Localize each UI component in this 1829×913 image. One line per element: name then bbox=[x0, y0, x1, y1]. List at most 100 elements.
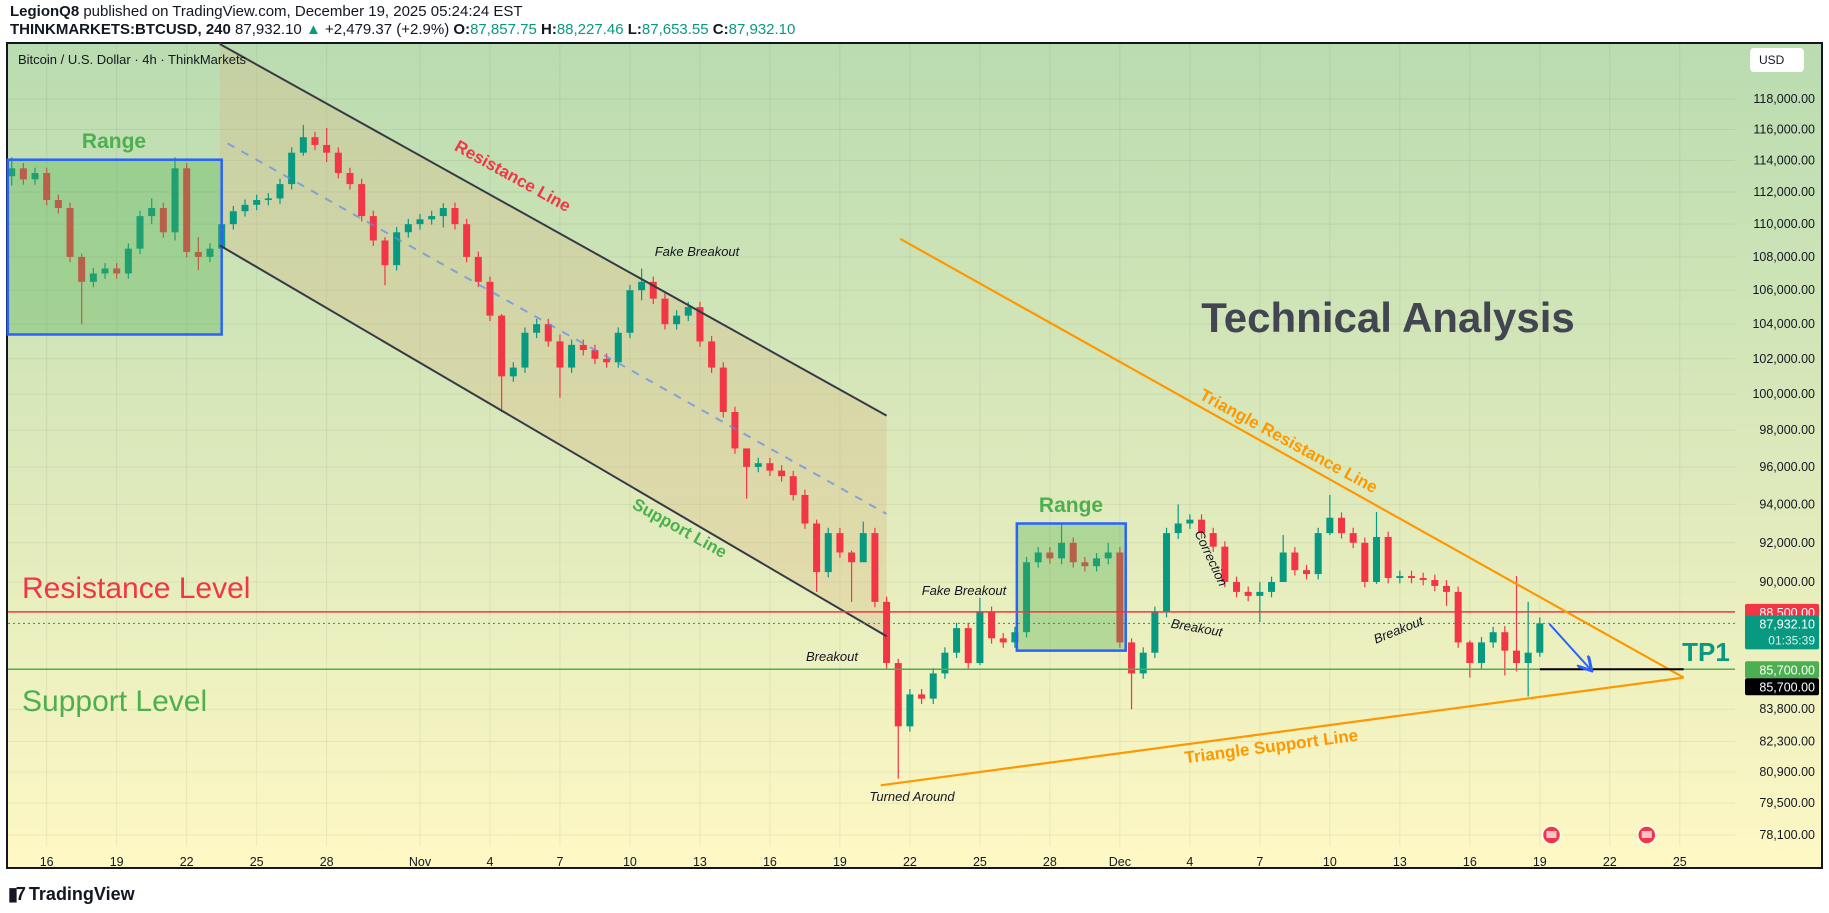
candle-body bbox=[1069, 542, 1077, 563]
annotation-resistance-level: Resistance Level bbox=[22, 572, 250, 605]
drawings[interactable] bbox=[6, 43, 1735, 787]
candle bbox=[276, 178, 284, 204]
range-box[interactable] bbox=[6, 158, 223, 336]
candle-body bbox=[1338, 517, 1346, 534]
candle-body bbox=[311, 137, 319, 145]
candle-body bbox=[474, 256, 482, 282]
candle-body bbox=[509, 367, 517, 377]
publish-info: LegionQ8 published on TradingView.com, D… bbox=[10, 3, 523, 20]
open-value: 87,857.75 bbox=[470, 21, 537, 38]
annotation-technical-analysis: Technical Analysis bbox=[1201, 294, 1575, 341]
candle bbox=[241, 199, 249, 217]
candle-body bbox=[136, 216, 144, 249]
candle-body bbox=[1477, 642, 1485, 664]
channel-upper-line[interactable] bbox=[219, 43, 888, 417]
candle bbox=[544, 318, 552, 347]
candle bbox=[568, 339, 576, 373]
triangle-support-line[interactable] bbox=[880, 676, 1684, 787]
candle-body bbox=[1221, 546, 1229, 582]
tradingview-logo[interactable]: ▮7 TradingView bbox=[8, 884, 135, 905]
candle bbox=[719, 362, 727, 418]
time-tick-label: 25 bbox=[250, 855, 264, 869]
candle-body bbox=[381, 240, 389, 266]
candle-body bbox=[848, 552, 856, 563]
candle-body bbox=[941, 652, 949, 674]
candle-body bbox=[953, 628, 961, 653]
channel-lower-line[interactable] bbox=[219, 244, 888, 638]
price-tick-label: 116,000.00 bbox=[1753, 122, 1815, 136]
us-flag-event-icon[interactable] bbox=[1636, 825, 1657, 845]
candle bbox=[1431, 574, 1439, 592]
candle bbox=[299, 124, 307, 156]
us-flag-event-icon[interactable] bbox=[1541, 825, 1562, 845]
channel-middle-line[interactable] bbox=[227, 142, 888, 515]
candle-body bbox=[556, 341, 564, 368]
candle-body bbox=[183, 168, 191, 252]
candle bbox=[766, 457, 774, 476]
candle bbox=[253, 194, 261, 211]
candle-body bbox=[999, 638, 1007, 643]
range-box[interactable] bbox=[1015, 522, 1127, 652]
projection-arrow[interactable] bbox=[1548, 623, 1591, 669]
candle-body bbox=[696, 307, 704, 342]
candle bbox=[1093, 553, 1101, 572]
close-value: 87,932.10 bbox=[728, 21, 796, 38]
candle bbox=[463, 218, 471, 263]
candle-body bbox=[1419, 578, 1427, 580]
candle-body bbox=[393, 232, 401, 266]
drawings-background bbox=[219, 42, 887, 637]
time-tick-label: 16 bbox=[763, 855, 777, 869]
candle-body bbox=[1116, 552, 1124, 643]
candle-body bbox=[1046, 552, 1054, 559]
candle bbox=[591, 344, 599, 365]
candle bbox=[1221, 541, 1229, 588]
time-tick-label: 19 bbox=[1533, 855, 1547, 869]
candle bbox=[824, 527, 832, 578]
price-axis[interactable]: 118,000.00 116,000.00 114,000.00 112,000.00… bbox=[1745, 92, 1819, 842]
candle bbox=[836, 527, 844, 558]
candle-body bbox=[673, 315, 681, 325]
candle bbox=[43, 167, 51, 206]
candle-body bbox=[1384, 536, 1392, 579]
candle-body bbox=[976, 611, 984, 664]
candle-body bbox=[1408, 576, 1416, 579]
currency-button[interactable]: USD bbox=[1750, 48, 1804, 72]
candle-body bbox=[1011, 632, 1019, 643]
candle-body bbox=[148, 208, 156, 217]
candle-body bbox=[1233, 581, 1241, 592]
candle-body bbox=[54, 200, 62, 209]
annotation-range: Range bbox=[1039, 494, 1103, 517]
candle bbox=[1244, 586, 1252, 602]
candle bbox=[346, 167, 354, 190]
candle bbox=[323, 127, 331, 163]
candle bbox=[498, 313, 506, 413]
candle-body bbox=[813, 523, 821, 573]
price-badge: 85,700.00 bbox=[1745, 678, 1819, 696]
candle-body bbox=[579, 344, 587, 351]
candle-body bbox=[859, 533, 867, 563]
candle-body bbox=[1128, 642, 1136, 674]
candle-body bbox=[1536, 623, 1544, 653]
candle-body bbox=[766, 463, 774, 471]
candle-body bbox=[778, 470, 786, 477]
candle-body bbox=[1303, 570, 1311, 575]
publisher-name[interactable]: LegionQ8 bbox=[10, 3, 80, 20]
price-tick-label: 83,800.00 bbox=[1759, 702, 1815, 716]
candle-body bbox=[1139, 652, 1147, 674]
tradingview-logo-text: TradingView bbox=[28, 884, 135, 904]
candle-body bbox=[451, 208, 459, 225]
candle-body bbox=[78, 256, 86, 282]
candle bbox=[264, 193, 272, 206]
candle bbox=[801, 489, 809, 529]
triangle-resistance-line[interactable] bbox=[899, 237, 1685, 679]
time-axis[interactable]: 16 19 22 25 28 Nov 4 7 10 13 16 19 22 25 28 Dec 4 7 10 13 16… bbox=[40, 825, 1687, 869]
time-tick-label: Nov bbox=[409, 855, 432, 869]
candle-body bbox=[1349, 533, 1357, 543]
candle-body bbox=[89, 273, 97, 282]
candle bbox=[848, 550, 856, 602]
candle bbox=[789, 470, 797, 501]
time-tick-label: 13 bbox=[1393, 855, 1407, 869]
candle bbox=[31, 167, 39, 185]
candle-body bbox=[591, 350, 599, 359]
